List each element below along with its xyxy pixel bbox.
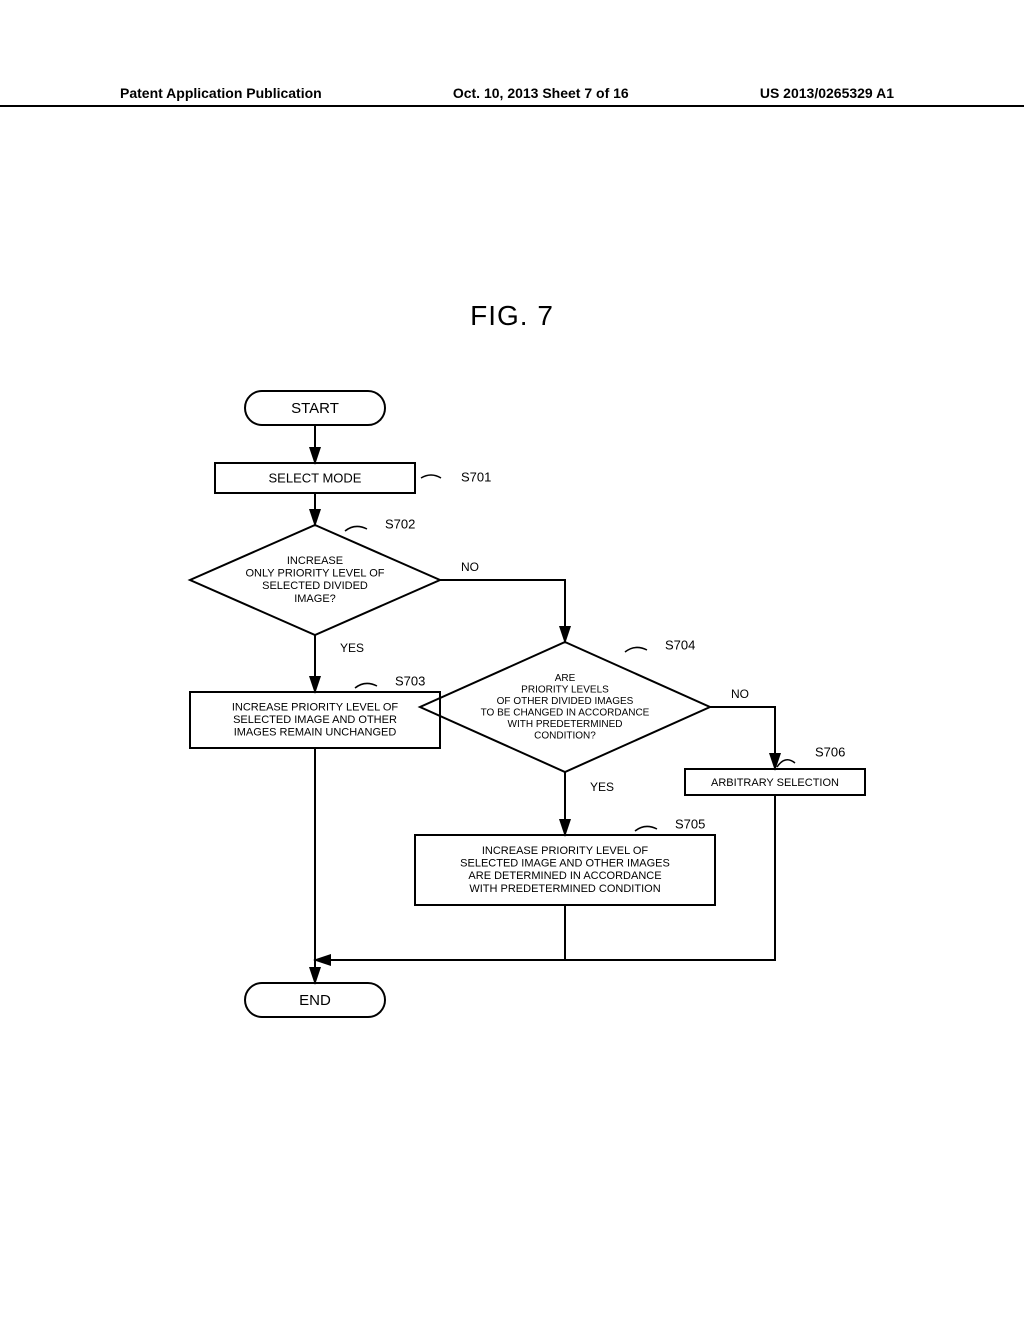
svg-text:INCREASE PRIORITY LEVEL OF: INCREASE PRIORITY LEVEL OF xyxy=(232,701,399,713)
svg-text:SELECTED IMAGE AND OTHER IMAGE: SELECTED IMAGE AND OTHER IMAGES xyxy=(460,858,670,870)
svg-text:SELECTED IMAGE AND OTHER: SELECTED IMAGE AND OTHER xyxy=(233,714,397,726)
svg-text:NO: NO xyxy=(731,687,749,701)
svg-text:S703: S703 xyxy=(395,673,425,688)
page: Patent Application Publication Oct. 10, … xyxy=(0,0,1024,1320)
svg-text:ARE DETERMINED IN ACCORDANCE: ARE DETERMINED IN ACCORDANCE xyxy=(468,870,661,882)
svg-text:SELECTED DIVIDED: SELECTED DIVIDED xyxy=(262,580,368,592)
svg-text:S706: S706 xyxy=(815,744,845,759)
svg-text:NO: NO xyxy=(461,560,479,574)
svg-text:S704: S704 xyxy=(665,637,695,652)
svg-text:S701: S701 xyxy=(461,469,491,484)
svg-text:SELECT MODE: SELECT MODE xyxy=(269,470,362,485)
svg-text:YES: YES xyxy=(590,780,614,794)
svg-text:ARBITRARY SELECTION: ARBITRARY SELECTION xyxy=(711,777,839,789)
svg-text:OF OTHER DIVIDED IMAGES: OF OTHER DIVIDED IMAGES xyxy=(497,696,634,707)
svg-text:CONDITION?: CONDITION? xyxy=(534,730,596,741)
svg-text:IMAGE?: IMAGE? xyxy=(294,593,336,605)
svg-text:WITH PREDETERMINED: WITH PREDETERMINED xyxy=(508,719,623,730)
svg-text:START: START xyxy=(291,400,339,417)
svg-text:YES: YES xyxy=(340,641,364,655)
svg-text:S702: S702 xyxy=(385,516,415,531)
svg-text:INCREASE PRIORITY LEVEL OF: INCREASE PRIORITY LEVEL OF xyxy=(482,845,649,857)
svg-text:WITH PREDETERMINED CONDITION: WITH PREDETERMINED CONDITION xyxy=(469,883,660,895)
svg-text:ARE: ARE xyxy=(555,673,576,684)
svg-text:TO BE CHANGED IN ACCORDANCE: TO BE CHANGED IN ACCORDANCE xyxy=(481,707,650,718)
flowchart-svg: START SELECT MODE S701 INCREASEONLY PRIORIT… xyxy=(0,0,1024,1320)
svg-text:END: END xyxy=(299,992,331,1009)
svg-text:PRIORITY LEVELS: PRIORITY LEVELS xyxy=(521,684,609,695)
svg-text:ONLY PRIORITY LEVEL OF: ONLY PRIORITY LEVEL OF xyxy=(246,568,385,580)
svg-text:IMAGES REMAIN UNCHANGED: IMAGES REMAIN UNCHANGED xyxy=(234,727,397,739)
svg-text:INCREASE: INCREASE xyxy=(287,555,343,567)
svg-text:S705: S705 xyxy=(675,816,705,831)
